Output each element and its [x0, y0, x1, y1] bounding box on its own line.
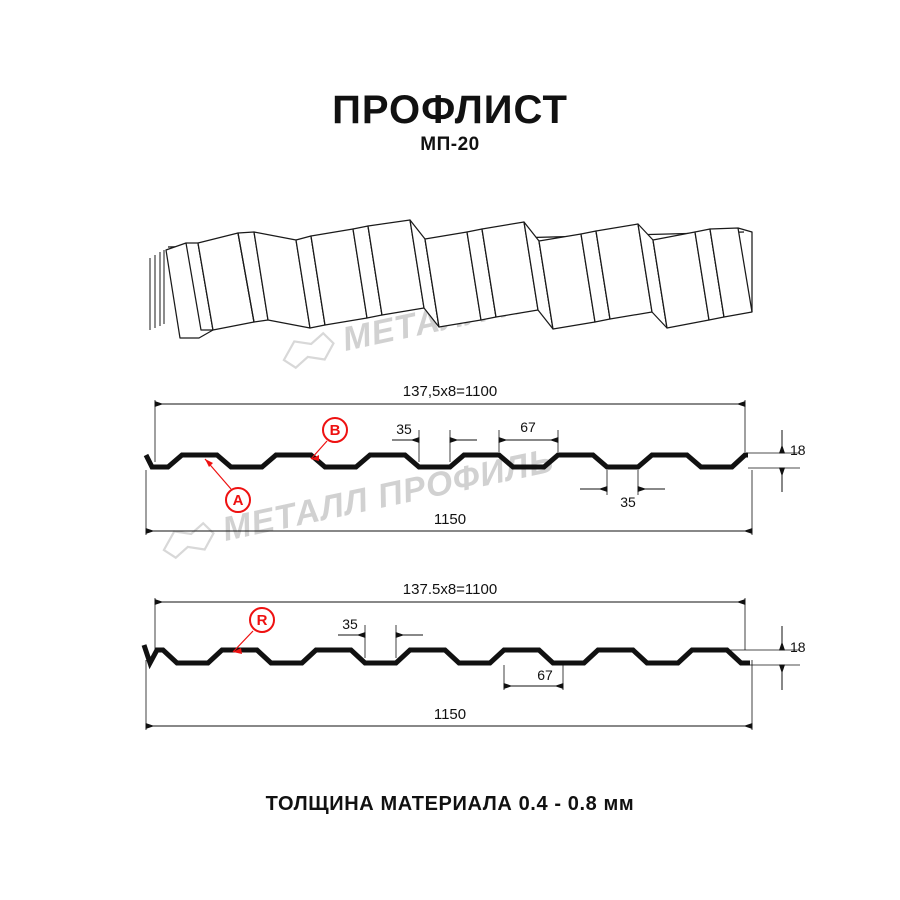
dim-pitch-total-bottom: 137.5x8=1100	[403, 581, 497, 598]
page-title: ПРОФЛИСТ	[332, 88, 568, 132]
marker-a: A	[204, 458, 251, 513]
watermark-lower: МЕТАЛЛ ПРОФИЛЬ	[159, 441, 557, 561]
profile-outline-bottom	[141, 644, 750, 670]
material-thickness-note: ТОЛЩИНА МАТЕРИАЛА 0.4 - 0.8 мм	[265, 793, 635, 815]
dim-rib-top-width-bottom: 35	[342, 616, 358, 632]
dim-overall-bottom: 1150	[434, 706, 466, 723]
dim-flat-width-bottom: 67	[537, 667, 553, 683]
iso-rib-group	[165, 219, 753, 339]
dim-pitch-total-top: 137,5x8=1100	[403, 383, 497, 400]
marker-b-label: B	[330, 422, 341, 439]
dim-valley-width-top: 35	[620, 494, 636, 510]
cross-section-top: 137,5x8=1100 1150 35 67 35	[143, 383, 806, 535]
marker-b: B	[310, 417, 348, 461]
dim-rib-top-width-top: 35	[396, 421, 412, 437]
marker-r: R	[232, 607, 275, 654]
page-subtitle: МП-20	[420, 134, 480, 155]
dim-flat-width-top: 67	[520, 419, 536, 435]
cross-section-bottom: 137.5x8=1100 1150 35 67 18	[141, 581, 806, 730]
dim-overall-top: 1150	[434, 511, 466, 528]
isometric-sheet-view	[149, 219, 753, 339]
dim-height-top: 18	[790, 442, 806, 458]
marker-r-label: R	[257, 612, 268, 629]
profile-outline-top	[143, 452, 748, 470]
marker-a-label: A	[233, 492, 244, 509]
dim-height-bottom: 18	[790, 639, 806, 655]
